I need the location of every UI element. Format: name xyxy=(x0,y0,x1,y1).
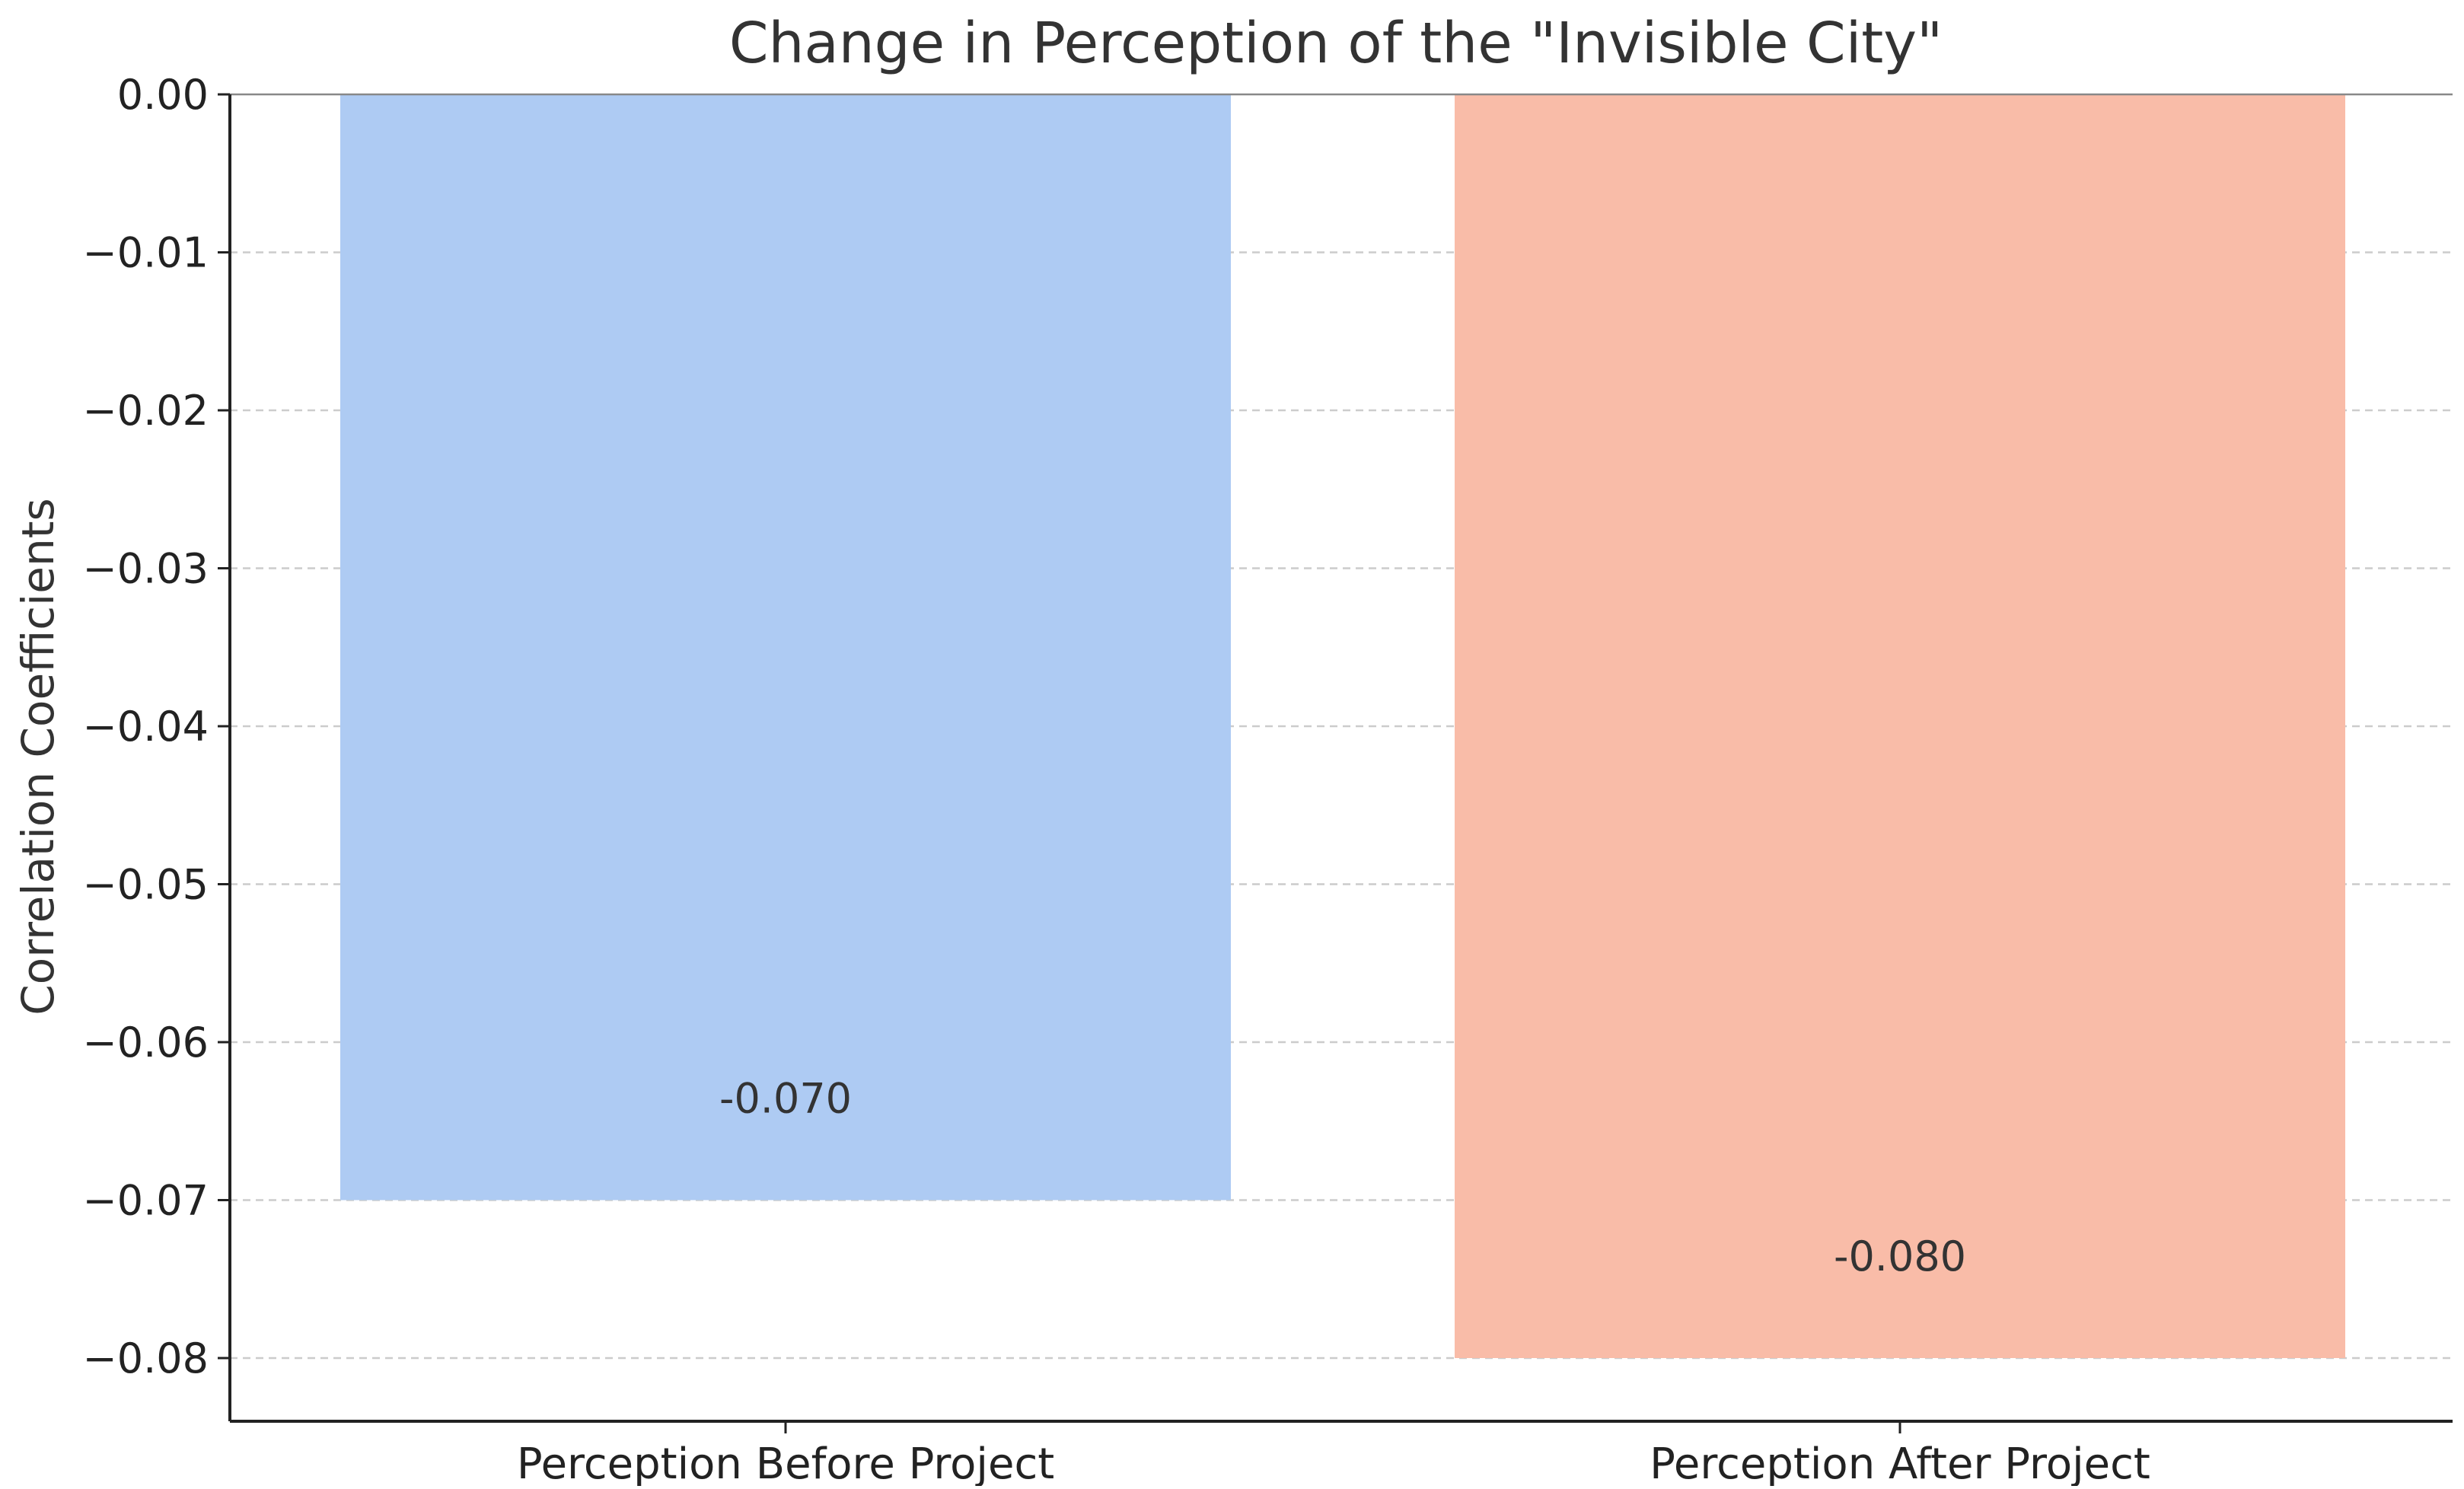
labels: 0.00 −0.01 −0.02 −0.03 −0.04 −0.05 −0.06 −0.07 −… xyxy=(83,71,2150,1489)
y-tick-label: −0.06 xyxy=(83,1019,209,1067)
chart-title: Change in Perception of the "Invisible C… xyxy=(729,11,1943,76)
y-tick-label: −0.02 xyxy=(83,387,209,435)
y-tick-label: −0.08 xyxy=(83,1334,209,1382)
bar xyxy=(340,94,1231,1200)
y-tick-label: −0.03 xyxy=(83,545,209,593)
bar xyxy=(1455,94,2345,1358)
bar-value-label: -0.080 xyxy=(1834,1232,1966,1280)
y-tick-label: 0.00 xyxy=(117,71,209,119)
y-tick-label: −0.01 xyxy=(83,229,209,277)
y-tick-label: −0.04 xyxy=(83,703,209,751)
x-tick-label: Perception Before Project xyxy=(517,1440,1054,1486)
bars xyxy=(340,94,2345,1358)
bar-value-label: -0.070 xyxy=(719,1075,852,1123)
x-tick-label: Perception After Project xyxy=(1650,1440,2150,1486)
y-tick-label: −0.05 xyxy=(83,861,209,909)
axes xyxy=(218,93,2453,1433)
y-axis-label: Correlation Coefficients xyxy=(12,498,64,1015)
y-tick-label: −0.07 xyxy=(83,1177,209,1225)
